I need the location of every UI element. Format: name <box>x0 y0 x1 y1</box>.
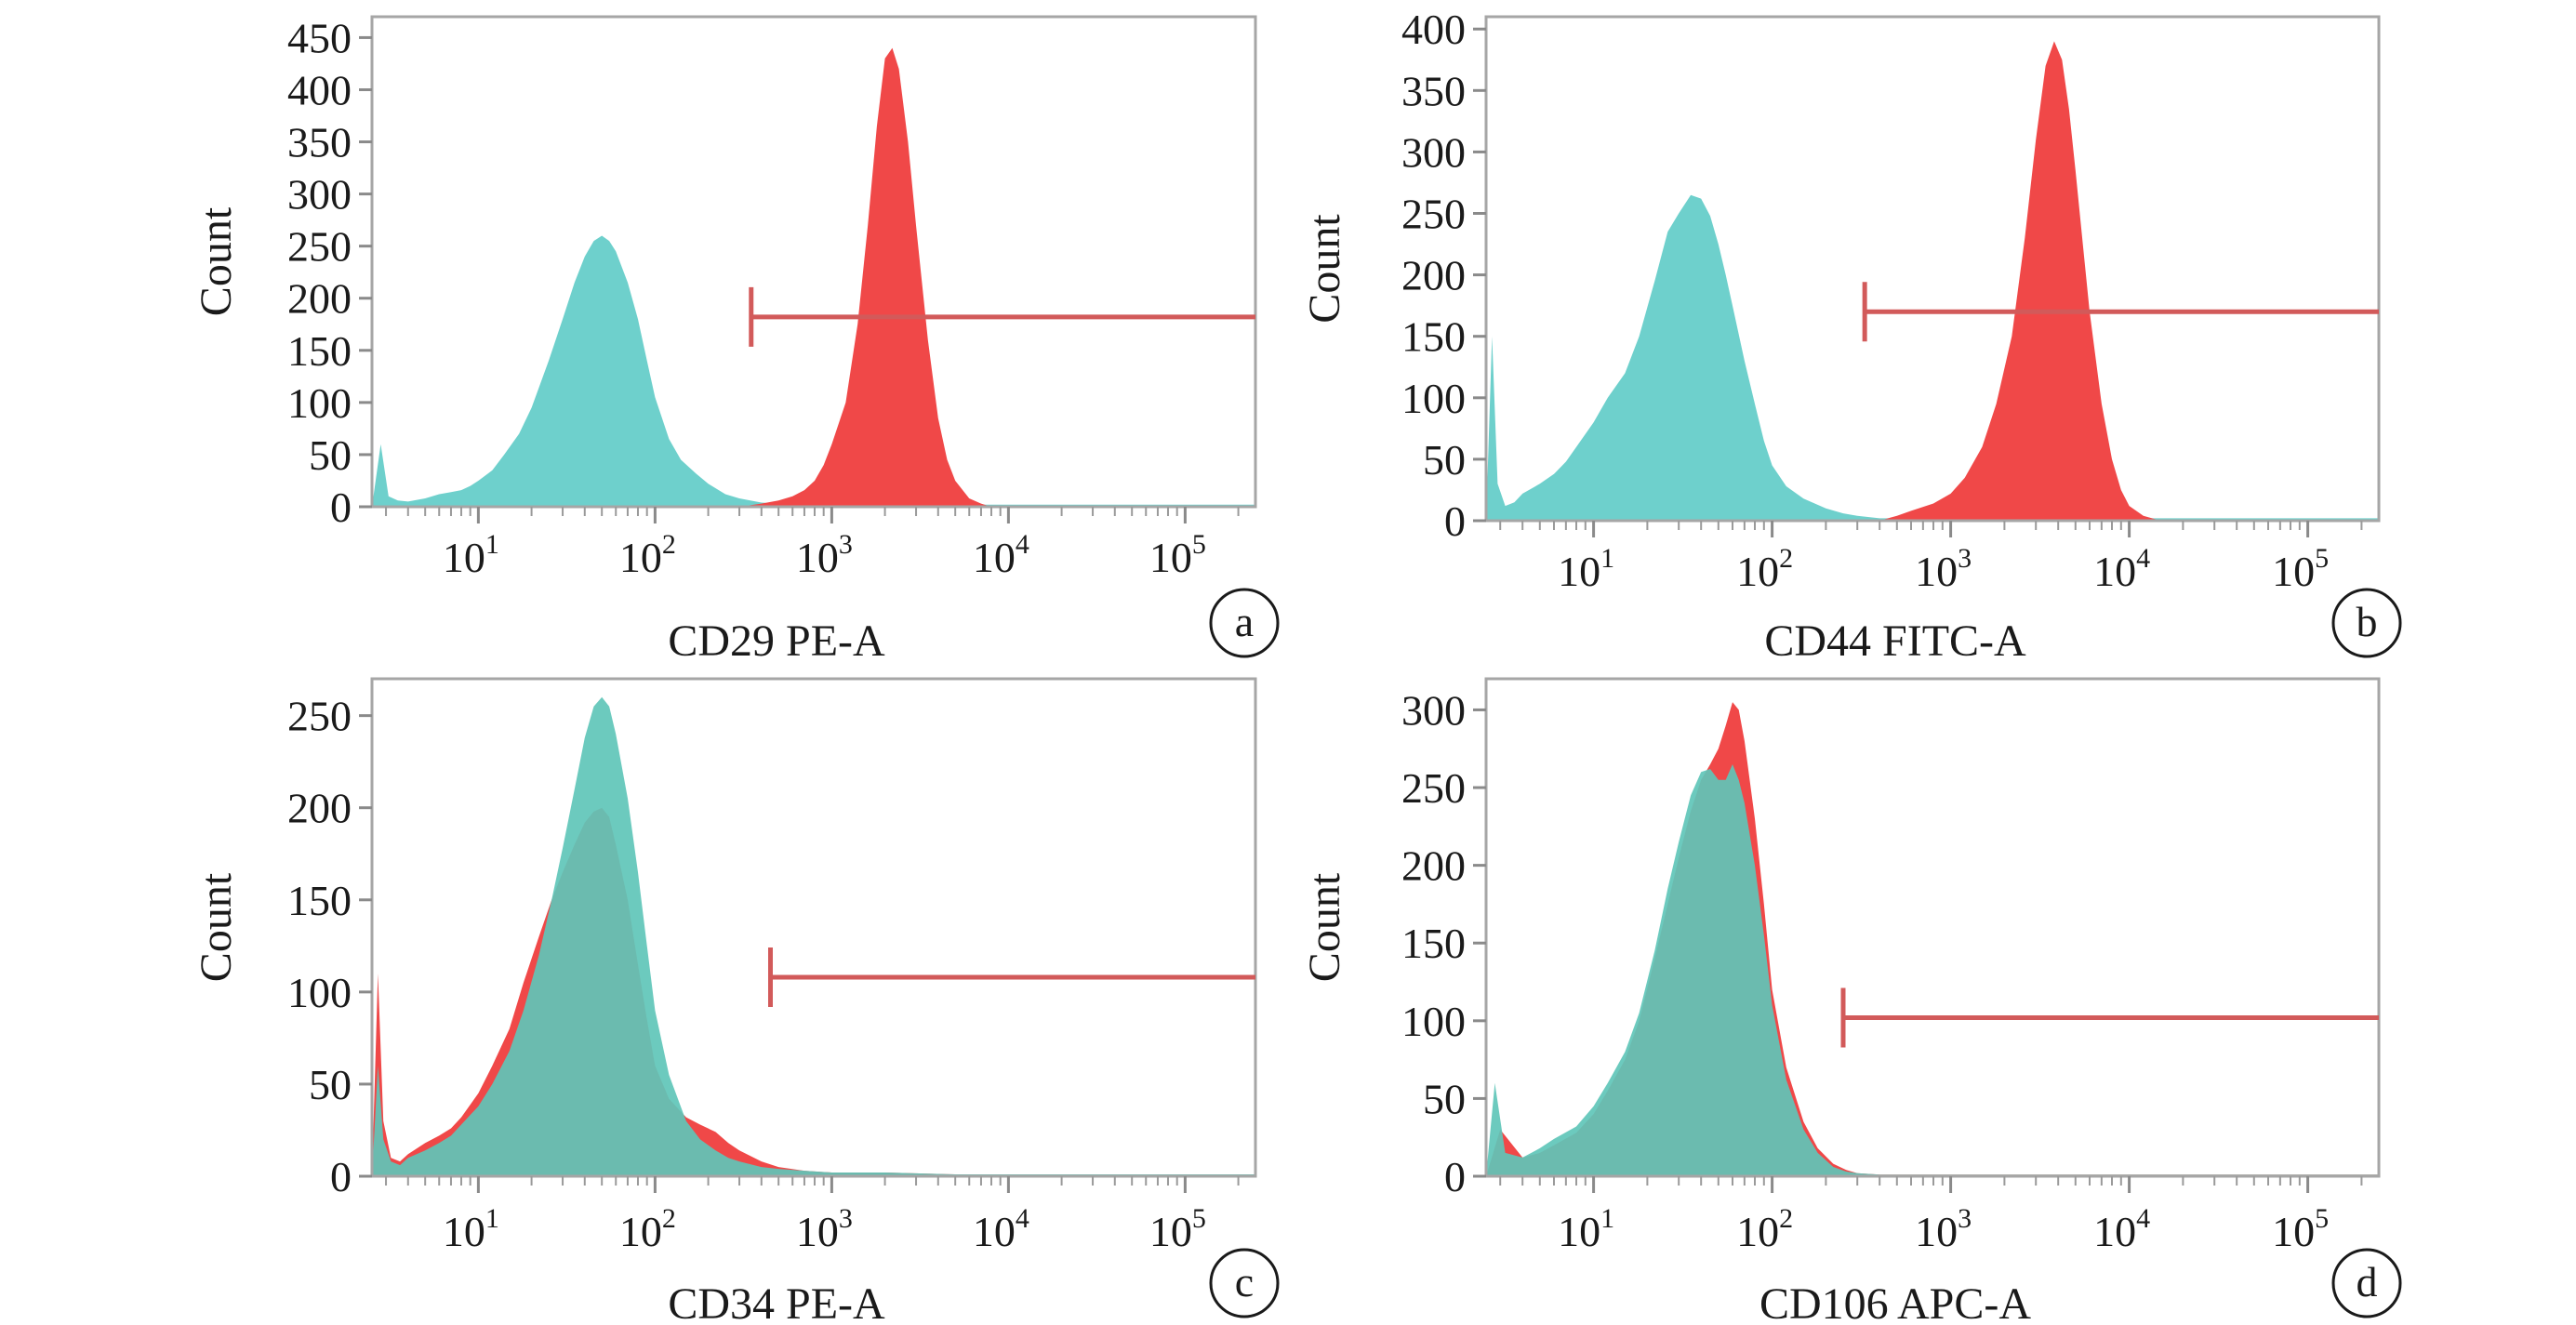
x-tick-label: 101 <box>443 1203 499 1255</box>
y-tick-label: 200 <box>1401 842 1466 890</box>
y-tick-label: 50 <box>309 1061 352 1108</box>
histogram-stained-a <box>739 47 991 507</box>
y-tick-label: 50 <box>1423 436 1466 484</box>
y-tick-label: 0 <box>330 1153 352 1200</box>
y-tick-label: 400 <box>1401 6 1466 53</box>
panel-badge <box>2331 1248 2402 1318</box>
x-tick-label: 101 <box>1558 543 1614 595</box>
histogram-overlap-c <box>372 696 1255 1176</box>
histogram-control-a <box>372 235 1255 507</box>
x-axis-label: CD29 PE-A <box>668 616 885 666</box>
y-tick-label: 150 <box>1401 920 1466 967</box>
x-tick-label: 102 <box>1736 543 1793 595</box>
x-axis-label: CD106 APC-A <box>1759 1279 2031 1325</box>
y-tick-label: 450 <box>287 14 352 61</box>
y-tick-label: 200 <box>287 275 352 323</box>
histogram-panel-b: 0 50 100 150 200 250 300 350 400 101 102 103 104 105 C… <box>1300 6 2402 666</box>
x-tick-label: 104 <box>973 529 1029 581</box>
y-tick-label: 350 <box>1401 67 1466 114</box>
y-axis-label: Count <box>192 206 241 316</box>
x-tick-label: 104 <box>2093 1203 2150 1255</box>
panel-label: c <box>1235 1258 1254 1305</box>
panel-badge <box>2331 588 2402 658</box>
x-tick-label: 103 <box>796 529 853 581</box>
y-tick-label: 50 <box>1423 1075 1466 1122</box>
x-tick-label: 103 <box>1915 543 1972 595</box>
panel-label: b <box>2357 598 2378 645</box>
x-tick-label: 102 <box>619 529 676 581</box>
y-tick-label: 0 <box>330 484 352 531</box>
panel-label: a <box>1235 598 1254 645</box>
y-tick-label: 100 <box>287 969 352 1016</box>
y-tick-label: 350 <box>287 119 352 166</box>
y-tick-label: 250 <box>1401 191 1466 238</box>
x-tick-label: 102 <box>1736 1203 1793 1255</box>
histogram-overlap-d <box>1486 764 2379 1176</box>
panel-badge <box>1209 588 1280 658</box>
histogram-panel-d: 0 50 100 150 200 250 300 101 102 103 104 105 Count CD… <box>1300 677 2402 1325</box>
x-tick-label: 104 <box>2093 543 2150 595</box>
y-tick-label: 150 <box>287 877 352 924</box>
x-tick-label: 101 <box>1558 1203 1614 1255</box>
histogram-stained-b <box>1879 41 2161 521</box>
y-tick-label: 100 <box>287 379 352 427</box>
panel-label: d <box>2357 1258 2378 1305</box>
y-tick-label: 0 <box>1444 1153 1466 1200</box>
y-tick-label: 250 <box>287 693 352 740</box>
y-axis-label: Count <box>1300 214 1349 324</box>
x-axis-label: CD34 PE-A <box>668 1279 885 1325</box>
x-tick-label: 103 <box>796 1203 853 1255</box>
y-tick-label: 400 <box>287 66 352 113</box>
y-tick-label: 50 <box>309 431 352 479</box>
y-tick-label: 150 <box>1401 313 1466 361</box>
y-tick-label: 150 <box>287 327 352 375</box>
histogram-panel-c: 0 50 100 150 200 250 101 102 103 104 105 Count CD34 … <box>192 677 1280 1325</box>
y-tick-label: 100 <box>1401 998 1466 1045</box>
y-tick-label: 200 <box>287 785 352 832</box>
y-tick-label: 300 <box>287 171 352 219</box>
x-tick-label: 102 <box>619 1203 676 1255</box>
x-tick-label: 105 <box>1149 529 1206 581</box>
x-tick-label: 101 <box>443 529 499 581</box>
y-tick-label: 300 <box>1401 128 1466 176</box>
panel-badge <box>1209 1248 1280 1318</box>
y-tick-label: 300 <box>1401 686 1466 734</box>
x-tick-label: 105 <box>1149 1203 1206 1255</box>
x-tick-label: 105 <box>2272 1203 2329 1255</box>
y-tick-label: 200 <box>1401 252 1466 299</box>
y-tick-label: 250 <box>1401 764 1466 812</box>
x-axis-label: CD44 FITC-A <box>1764 616 2026 666</box>
y-tick-label: 0 <box>1444 497 1466 545</box>
x-tick-label: 105 <box>2272 543 2329 595</box>
y-tick-label: 250 <box>287 223 352 271</box>
y-tick-label: 100 <box>1401 375 1466 422</box>
y-axis-label: Count <box>1300 872 1349 982</box>
histogram-control-b <box>1486 194 2379 521</box>
x-tick-label: 103 <box>1915 1203 1972 1255</box>
x-tick-label: 104 <box>973 1203 1029 1255</box>
y-axis-label: Count <box>192 872 241 982</box>
plot-frame <box>370 15 1257 509</box>
